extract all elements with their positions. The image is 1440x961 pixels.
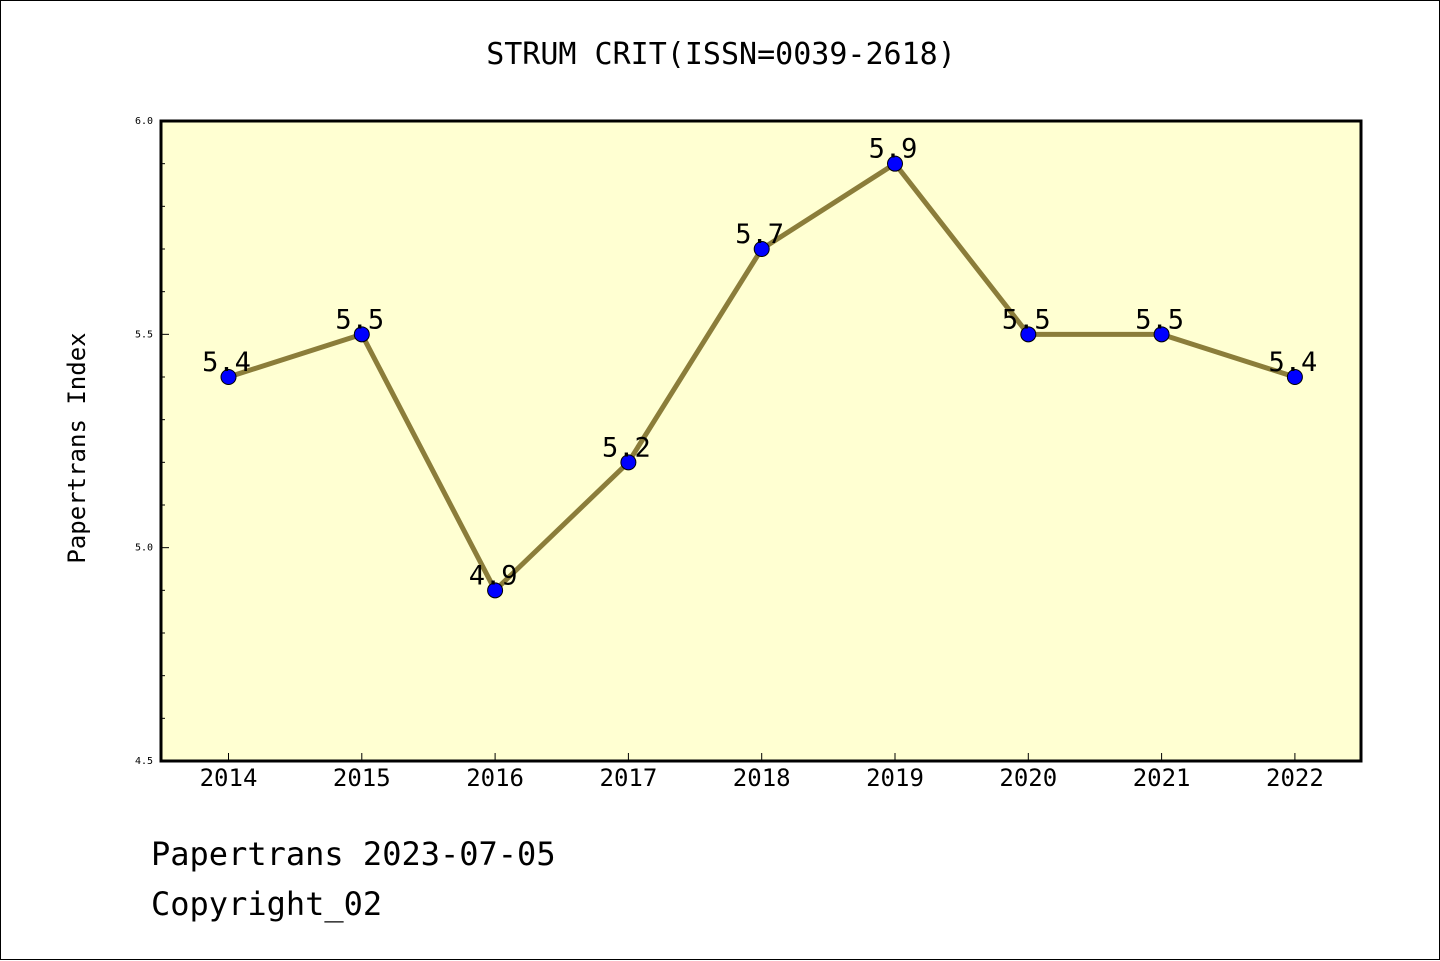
data-point	[753, 241, 770, 257]
data-point	[1020, 326, 1037, 343]
data-label: 5.4	[202, 347, 251, 378]
x-tick-label: 2017	[600, 764, 658, 792]
data-label: 5.5	[1135, 304, 1184, 335]
plot-area	[159, 119, 1363, 763]
x-tick-label: 2019	[866, 764, 924, 792]
data-point	[220, 369, 237, 385]
data-label: 4.9	[469, 560, 518, 591]
data-point	[1153, 326, 1170, 343]
data-label: 5.5	[1002, 304, 1051, 335]
x-tick-label: 2016	[466, 764, 524, 792]
data-point	[1286, 369, 1303, 385]
data-point	[353, 326, 370, 343]
y-tick-label: 5.0	[135, 543, 153, 554]
y-tick-label: 6.0	[135, 116, 153, 127]
footer-copyright-text: Copyright_02	[151, 885, 383, 923]
data-label: 5.5	[335, 304, 384, 335]
data-point	[487, 582, 504, 599]
x-tick-label: 2022	[1266, 764, 1324, 792]
data-point	[620, 454, 637, 471]
chart-title: STRUM CRIT(ISSN=0039-2618)	[486, 37, 956, 72]
x-tick-label: 2021	[1133, 764, 1191, 792]
data-point	[887, 155, 903, 172]
x-tick-label: 2018	[733, 764, 791, 792]
y-tick-label: 4.5	[135, 756, 153, 767]
data-label: 5.2	[602, 432, 651, 463]
x-tick-label: 2015	[333, 764, 391, 792]
data-label: 5.7	[735, 219, 784, 250]
x-tick-label: 2020	[999, 764, 1057, 792]
footer-date-text: Papertrans 2023-07-05	[151, 835, 556, 873]
data-label: 5.9	[869, 134, 918, 165]
data-label: 5.4	[1269, 347, 1318, 378]
y-tick-label: 5.5	[135, 329, 153, 340]
x-tick-label: 2014	[200, 764, 258, 792]
